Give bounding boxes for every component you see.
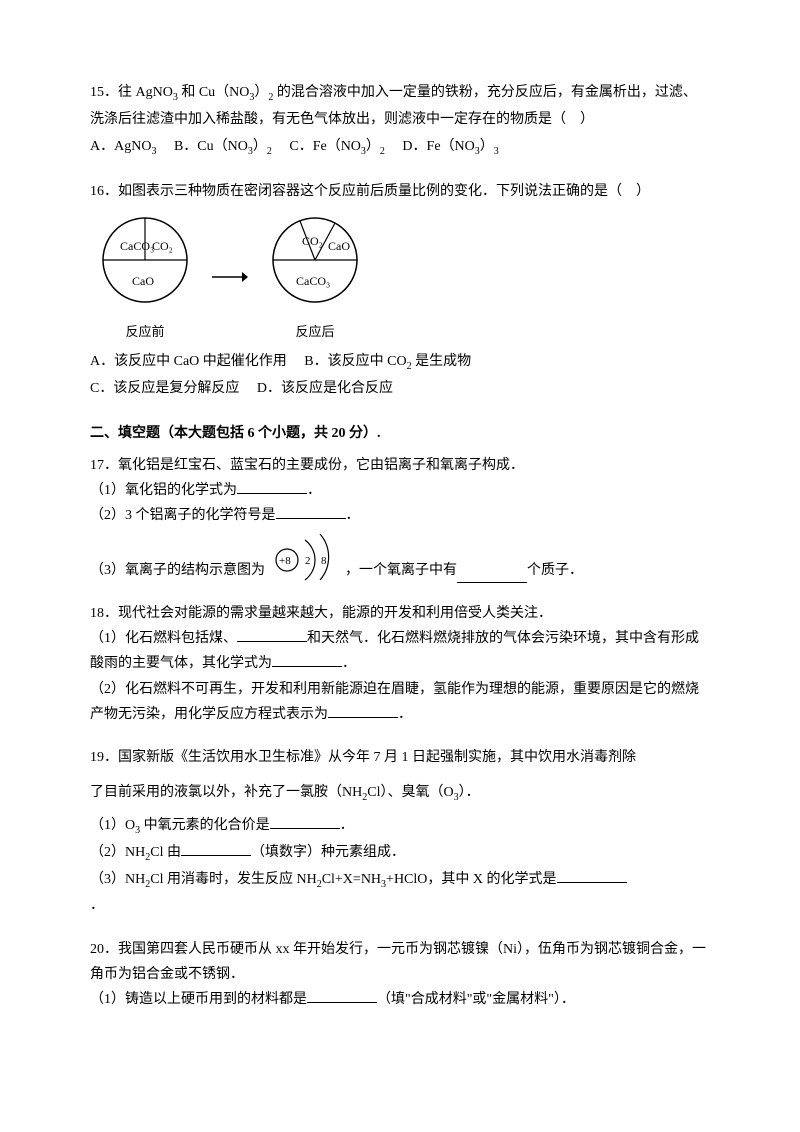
blank <box>237 627 307 642</box>
q16-options: A．该反应中 CaO 中起催化作用 B．该反应中 CO2 是生成物 C．该反应是… <box>90 349 710 401</box>
q17-num: 17． <box>90 458 118 473</box>
pie-before-caco3: CaCO₃ <box>120 239 154 253</box>
question-20: 20．我国第四套人民币硬币从 xx 年开始发行，一元币为钢芯镀镍（Ni），伍角币… <box>90 937 710 1013</box>
pie-before-cao: CaO <box>132 274 154 288</box>
pie-after-cao: CaO <box>328 239 350 253</box>
q15-num: 15． <box>90 85 118 100</box>
q20-num: 20． <box>90 942 118 957</box>
q15-opt-a: A．AgNO3 <box>90 134 156 161</box>
question-15: 15．往 AgNO3 和 Cu（NO3）2 的混合溶液中加入一定量的铁粉，充分反… <box>90 80 710 161</box>
blank <box>328 703 398 718</box>
q18-num: 18． <box>90 606 118 621</box>
q16-opt-a: A．该反应中 CaO 中起催化作用 <box>90 349 287 374</box>
q16-opt-d: D．该反应是化合反应 <box>257 376 393 401</box>
q15-opt-c: C．Fe（NO3）2 <box>289 134 385 161</box>
q15-opt-d: D．Fe（NO3）3 <box>402 134 498 161</box>
pie-before-co2: CO₂ <box>152 239 173 253</box>
q16-figure: CaCO₃ CO₂ CaO 反应前 CO₂ CaO CaCO₃ 反应后 <box>90 210 710 343</box>
arrow-icon <box>200 267 260 287</box>
svg-text:+8: +8 <box>279 555 291 567</box>
question-19: 19．国家新版《生活饮用水卫生标准》从今年 7 月 1 日起强制实施，其中饮用水… <box>90 745 710 919</box>
question-16: 16．如图表示三种物质在密闭容器这个反应前后质量比例的变化．下列说法正确的是（ … <box>90 179 710 402</box>
q19-num: 19． <box>90 750 118 765</box>
blank <box>237 479 307 494</box>
pie-after-caco3: CaCO₃ <box>296 274 330 288</box>
pie-after: CO₂ CaO CaCO₃ 反应后 <box>260 210 370 343</box>
label-before: 反应前 <box>90 320 200 343</box>
question-18: 18．现代社会对能源的需求量越来越大，能源的开发和利用倍受人类关注． （1）化石… <box>90 601 710 727</box>
svg-text:8: 8 <box>321 555 327 567</box>
blank <box>181 841 251 856</box>
atom-structure-icon: +8 2 8 <box>265 528 345 583</box>
svg-text:2: 2 <box>305 555 311 567</box>
section-2-title: 二、填空题（本大题包括 6 个小题，共 20 分）. <box>90 421 710 446</box>
blank <box>270 814 340 829</box>
q16-num: 16． <box>90 184 118 199</box>
pie-after-co2: CO₂ <box>302 234 323 248</box>
pie-before: CaCO₃ CO₂ CaO 反应前 <box>90 210 200 343</box>
blank <box>557 868 627 883</box>
blank <box>272 652 342 667</box>
blank <box>276 504 346 519</box>
q16-opt-c: C．该反应是复分解反应 <box>90 376 239 401</box>
q15-options: A．AgNO3 B．Cu（NO3）2 C．Fe（NO3）2 D．Fe（NO3）3 <box>90 134 710 161</box>
blank <box>457 568 527 583</box>
blank <box>307 988 377 1003</box>
question-17: 17．氧化铝是红宝石、蓝宝石的主要成份，它由铝离子和氧离子构成． （1）氧化铝的… <box>90 453 710 584</box>
label-after: 反应后 <box>260 320 370 343</box>
q16-opt-b: B．该反应中 CO2 是生成物 <box>304 349 471 376</box>
q15-opt-b: B．Cu（NO3）2 <box>174 134 272 161</box>
